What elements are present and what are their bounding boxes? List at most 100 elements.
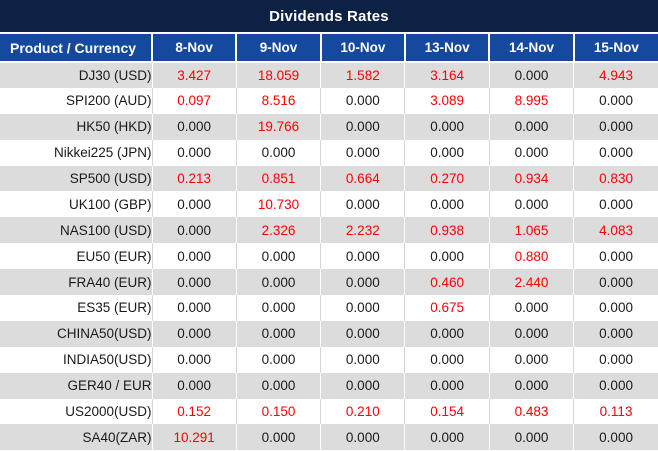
product-cell: Nikkei225 (JPN) [0, 139, 153, 166]
value-cell: 0.000 [599, 352, 633, 368]
value-cell: 0.000 [236, 346, 322, 373]
product-cell: SA40(ZAR) [0, 424, 153, 451]
value-cell: 0.000 [320, 139, 406, 166]
value-cell: 0.000 [489, 346, 575, 373]
value-cell: 0.000 [152, 269, 237, 296]
value-cell: 0.000 [152, 346, 237, 373]
value-cell: 0.000 [489, 320, 575, 347]
value-cell: 2.232 [320, 217, 406, 244]
value-cell: 0.483 [489, 398, 575, 425]
value-cell: 0.000 [489, 62, 575, 88]
table-row: GER40 / EUR 0.000 0.000 0.000 0.000 0.000 0.00… [0, 372, 658, 399]
column-header-product: Product / Currency [0, 34, 153, 63]
value-cell: 0.000 [320, 113, 406, 140]
value-cell: 0.000 [320, 346, 406, 373]
value-cell: 4.083 [599, 222, 633, 238]
table-row: DJ30 (USD) 3.427 18.059 1.582 3.164 0.000 4.94… [0, 62, 658, 88]
value-cell: 4.943 [599, 67, 633, 83]
value-cell: 0.000 [489, 113, 575, 140]
value-cell: 0.150 [236, 398, 322, 425]
value-cell: 0.000 [489, 191, 575, 218]
value-cell: 0.000 [404, 243, 490, 270]
value-cell: 1.582 [320, 62, 406, 88]
column-header-date: 8-Nov [152, 34, 238, 63]
value-cell: 0.000 [152, 191, 237, 218]
column-header-date: 13-Nov [404, 34, 491, 63]
value-cell: 0.000 [320, 269, 406, 296]
column-header-date: 9-Nov [236, 34, 322, 63]
value-cell: 0.000 [599, 326, 633, 342]
dividends-rates-table: Product / Currency 8-Nov 9-Nov 10-Nov 13-Nov… [0, 34, 658, 451]
value-cell: 0.000 [404, 139, 490, 166]
product-cell: DJ30 (USD) [0, 62, 153, 88]
table-row: US2000(USD) 0.152 0.150 0.210 0.154 0.483 0.11… [0, 398, 658, 425]
value-cell: 0.830 [599, 171, 633, 186]
table-row: EU50 (EUR) 0.000 0.000 0.000 0.000 0.880 0.000 [0, 243, 658, 270]
value-cell: 10.291 [152, 424, 237, 451]
value-cell: 0.000 [152, 295, 237, 321]
value-cell: 0.851 [236, 165, 322, 192]
product-cell: SPI200 (AUD) [0, 87, 153, 114]
value-cell: 0.000 [236, 269, 322, 296]
header-row: Product / Currency 8-Nov 9-Nov 10-Nov 13-Nov… [0, 34, 658, 63]
table-title: Dividends Rates [0, 0, 658, 34]
value-cell: 2.440 [489, 269, 575, 296]
table-row: Nikkei225 (JPN) 0.000 0.000 0.000 0.000 0.000… [0, 139, 658, 166]
table-row: UK100 (GBP) 0.000 10.730 0.000 0.000 0.000 0.0… [0, 191, 658, 218]
value-cell: 0.000 [489, 372, 575, 399]
value-cell: 0.000 [599, 248, 633, 264]
value-cell: 0.000 [489, 295, 575, 321]
value-cell: 8.995 [489, 87, 575, 114]
value-cell: 0.460 [404, 269, 490, 296]
value-cell: 1.065 [489, 217, 575, 244]
value-cell: 0.000 [404, 191, 490, 218]
value-cell: 0.000 [599, 196, 633, 212]
value-cell: 0.000 [236, 139, 322, 166]
value-cell: 0.000 [152, 113, 237, 140]
product-cell: ES35 (EUR) [0, 295, 153, 321]
column-header-date: 10-Nov [320, 34, 406, 63]
value-cell: 0.000 [404, 320, 490, 347]
product-cell: UK100 (GBP) [0, 191, 153, 218]
product-cell: CHINA50(USD) [0, 320, 153, 347]
table-row: SPI200 (AUD) 0.097 8.516 0.000 3.089 8.995 0.0… [0, 87, 658, 114]
value-cell: 0.000 [152, 139, 237, 166]
value-cell: 8.516 [236, 87, 322, 114]
product-cell: INDIA50(USD) [0, 346, 153, 373]
product-cell: FRA40 (EUR) [0, 269, 153, 296]
value-cell: 0.000 [404, 113, 490, 140]
value-cell: 0.000 [152, 243, 237, 270]
value-cell: 0.000 [320, 320, 406, 347]
table-row: INDIA50(USD) 0.000 0.000 0.000 0.000 0.000 0.0… [0, 346, 658, 373]
value-cell: 0.000 [599, 300, 633, 316]
value-cell: 0.000 [404, 372, 490, 399]
value-cell: 0.000 [236, 320, 322, 347]
value-cell: 0.152 [152, 398, 237, 425]
table-row: SA40(ZAR) 10.291 0.000 0.000 0.000 0.000 0.000 [0, 424, 658, 451]
value-cell: 0.000 [599, 119, 633, 135]
table-row: CHINA50(USD) 0.000 0.000 0.000 0.000 0.000 0.0… [0, 320, 658, 347]
table-row: NAS100 (USD) 0.000 2.326 2.232 0.938 1.065 4.0… [0, 217, 658, 244]
value-cell: 0.000 [320, 191, 406, 218]
table-row: HK50 (HKD) 0.000 19.766 0.000 0.000 0.000 0.00… [0, 113, 658, 140]
value-cell: 0.000 [599, 274, 633, 290]
value-cell: 0.000 [599, 378, 633, 394]
value-cell: 0.000 [236, 243, 322, 270]
value-cell: 0.000 [599, 93, 633, 109]
value-cell: 3.164 [404, 62, 490, 88]
value-cell: 0.000 [599, 145, 633, 161]
value-cell: 0.097 [152, 87, 237, 114]
value-cell: 3.089 [404, 87, 490, 114]
value-cell: 0.000 [489, 424, 575, 451]
value-cell: 0.000 [320, 424, 406, 451]
value-cell: 18.059 [236, 62, 322, 88]
table-row: SP500 (USD) 0.213 0.851 0.664 0.270 0.934 0.83… [0, 165, 658, 192]
value-cell: 0.000 [404, 424, 490, 451]
value-cell: 0.270 [404, 165, 490, 192]
value-cell: 0.000 [489, 139, 575, 166]
value-cell: 0.210 [320, 398, 406, 425]
value-cell: 0.000 [152, 320, 237, 347]
product-cell: HK50 (HKD) [0, 113, 153, 140]
value-cell: 0.000 [152, 372, 237, 399]
